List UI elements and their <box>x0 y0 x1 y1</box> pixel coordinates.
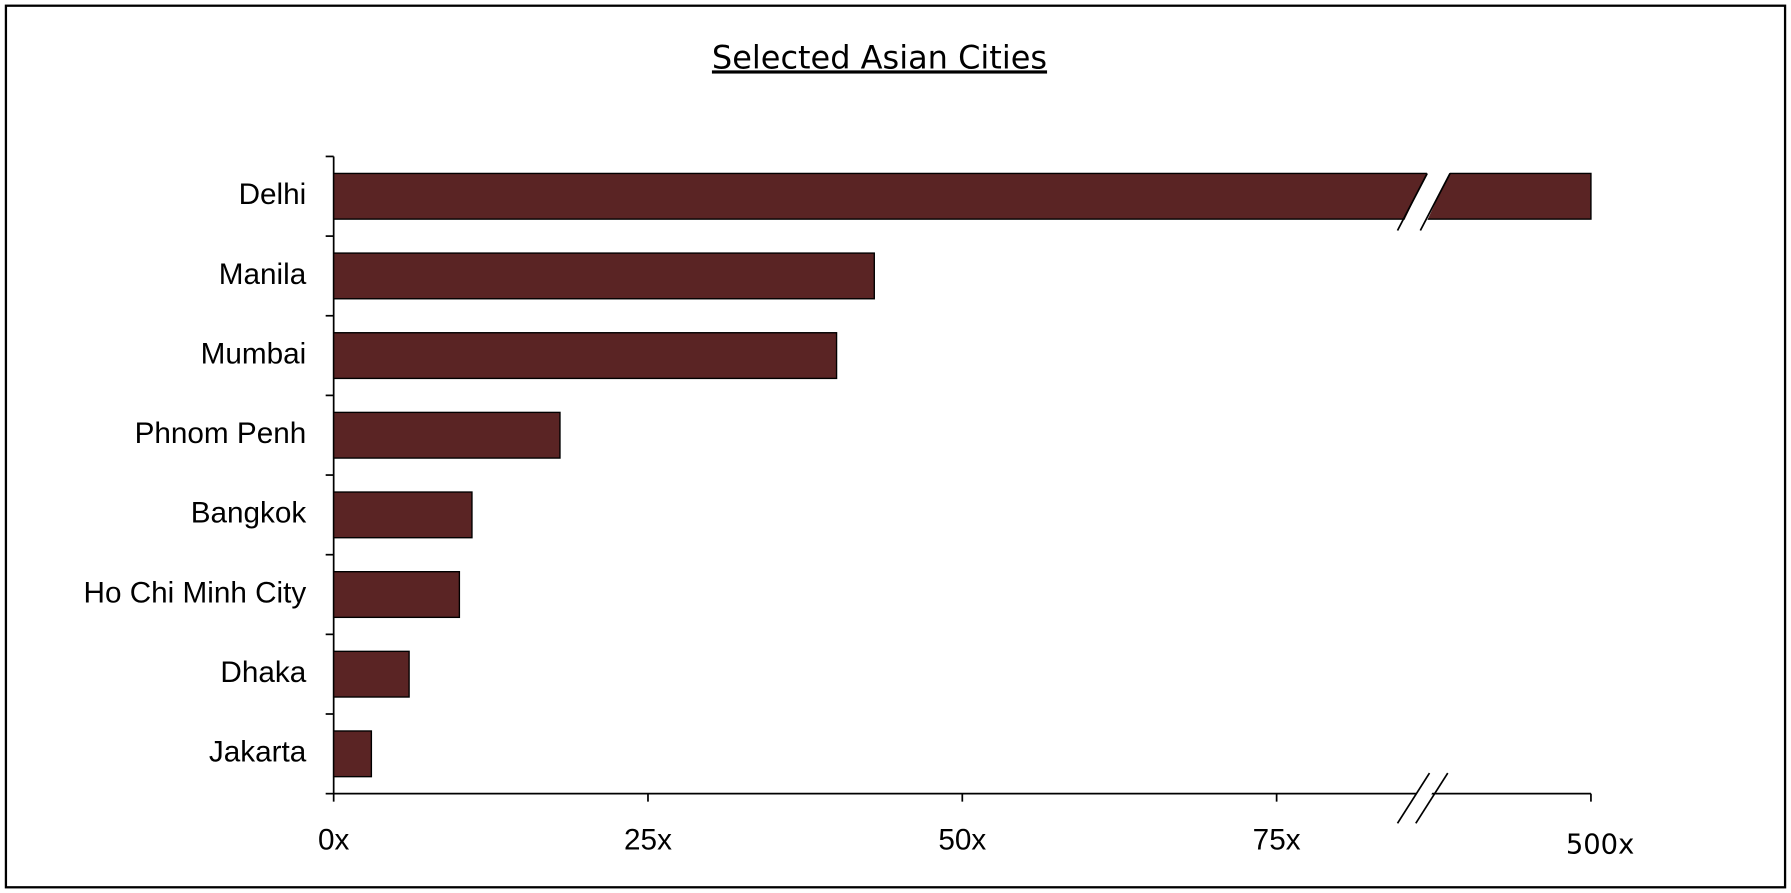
chart-title: Selected Asian Cities <box>712 38 1047 76</box>
y-tick-label: Delhi <box>239 178 307 211</box>
bar <box>332 491 473 539</box>
axis-break-line <box>1415 772 1449 824</box>
x-tick-label: 75x <box>1253 823 1301 856</box>
x-tick-label: 0x <box>318 823 350 856</box>
bar <box>332 650 410 698</box>
bar <box>332 332 838 380</box>
x-tick-label: 50x <box>938 823 986 856</box>
y-tick-label: Bangkok <box>191 497 307 530</box>
y-tick-label: Manila <box>219 258 307 291</box>
x-tick-label: 25x <box>624 823 672 856</box>
y-tick-label: Jakarta <box>209 736 307 769</box>
bar <box>332 411 561 459</box>
y-tick-label: Phnom Penh <box>135 417 307 450</box>
bar <box>332 172 1592 220</box>
y-tick-label: Ho Chi Minh City <box>84 576 307 609</box>
chart-border <box>4 4 1787 889</box>
bar-break-line <box>1419 173 1451 231</box>
axis-break <box>1404 770 1444 817</box>
x-tick-label: 500x <box>1566 830 1635 861</box>
y-tick-label: Dhaka <box>220 656 306 689</box>
y-tick-label: Mumbai <box>201 337 307 370</box>
axis-break-line <box>1396 772 1431 824</box>
bar <box>332 730 373 778</box>
bar <box>332 252 875 300</box>
bar-break <box>1404 172 1451 221</box>
bar-break-line <box>1396 173 1428 231</box>
bar <box>332 571 461 619</box>
